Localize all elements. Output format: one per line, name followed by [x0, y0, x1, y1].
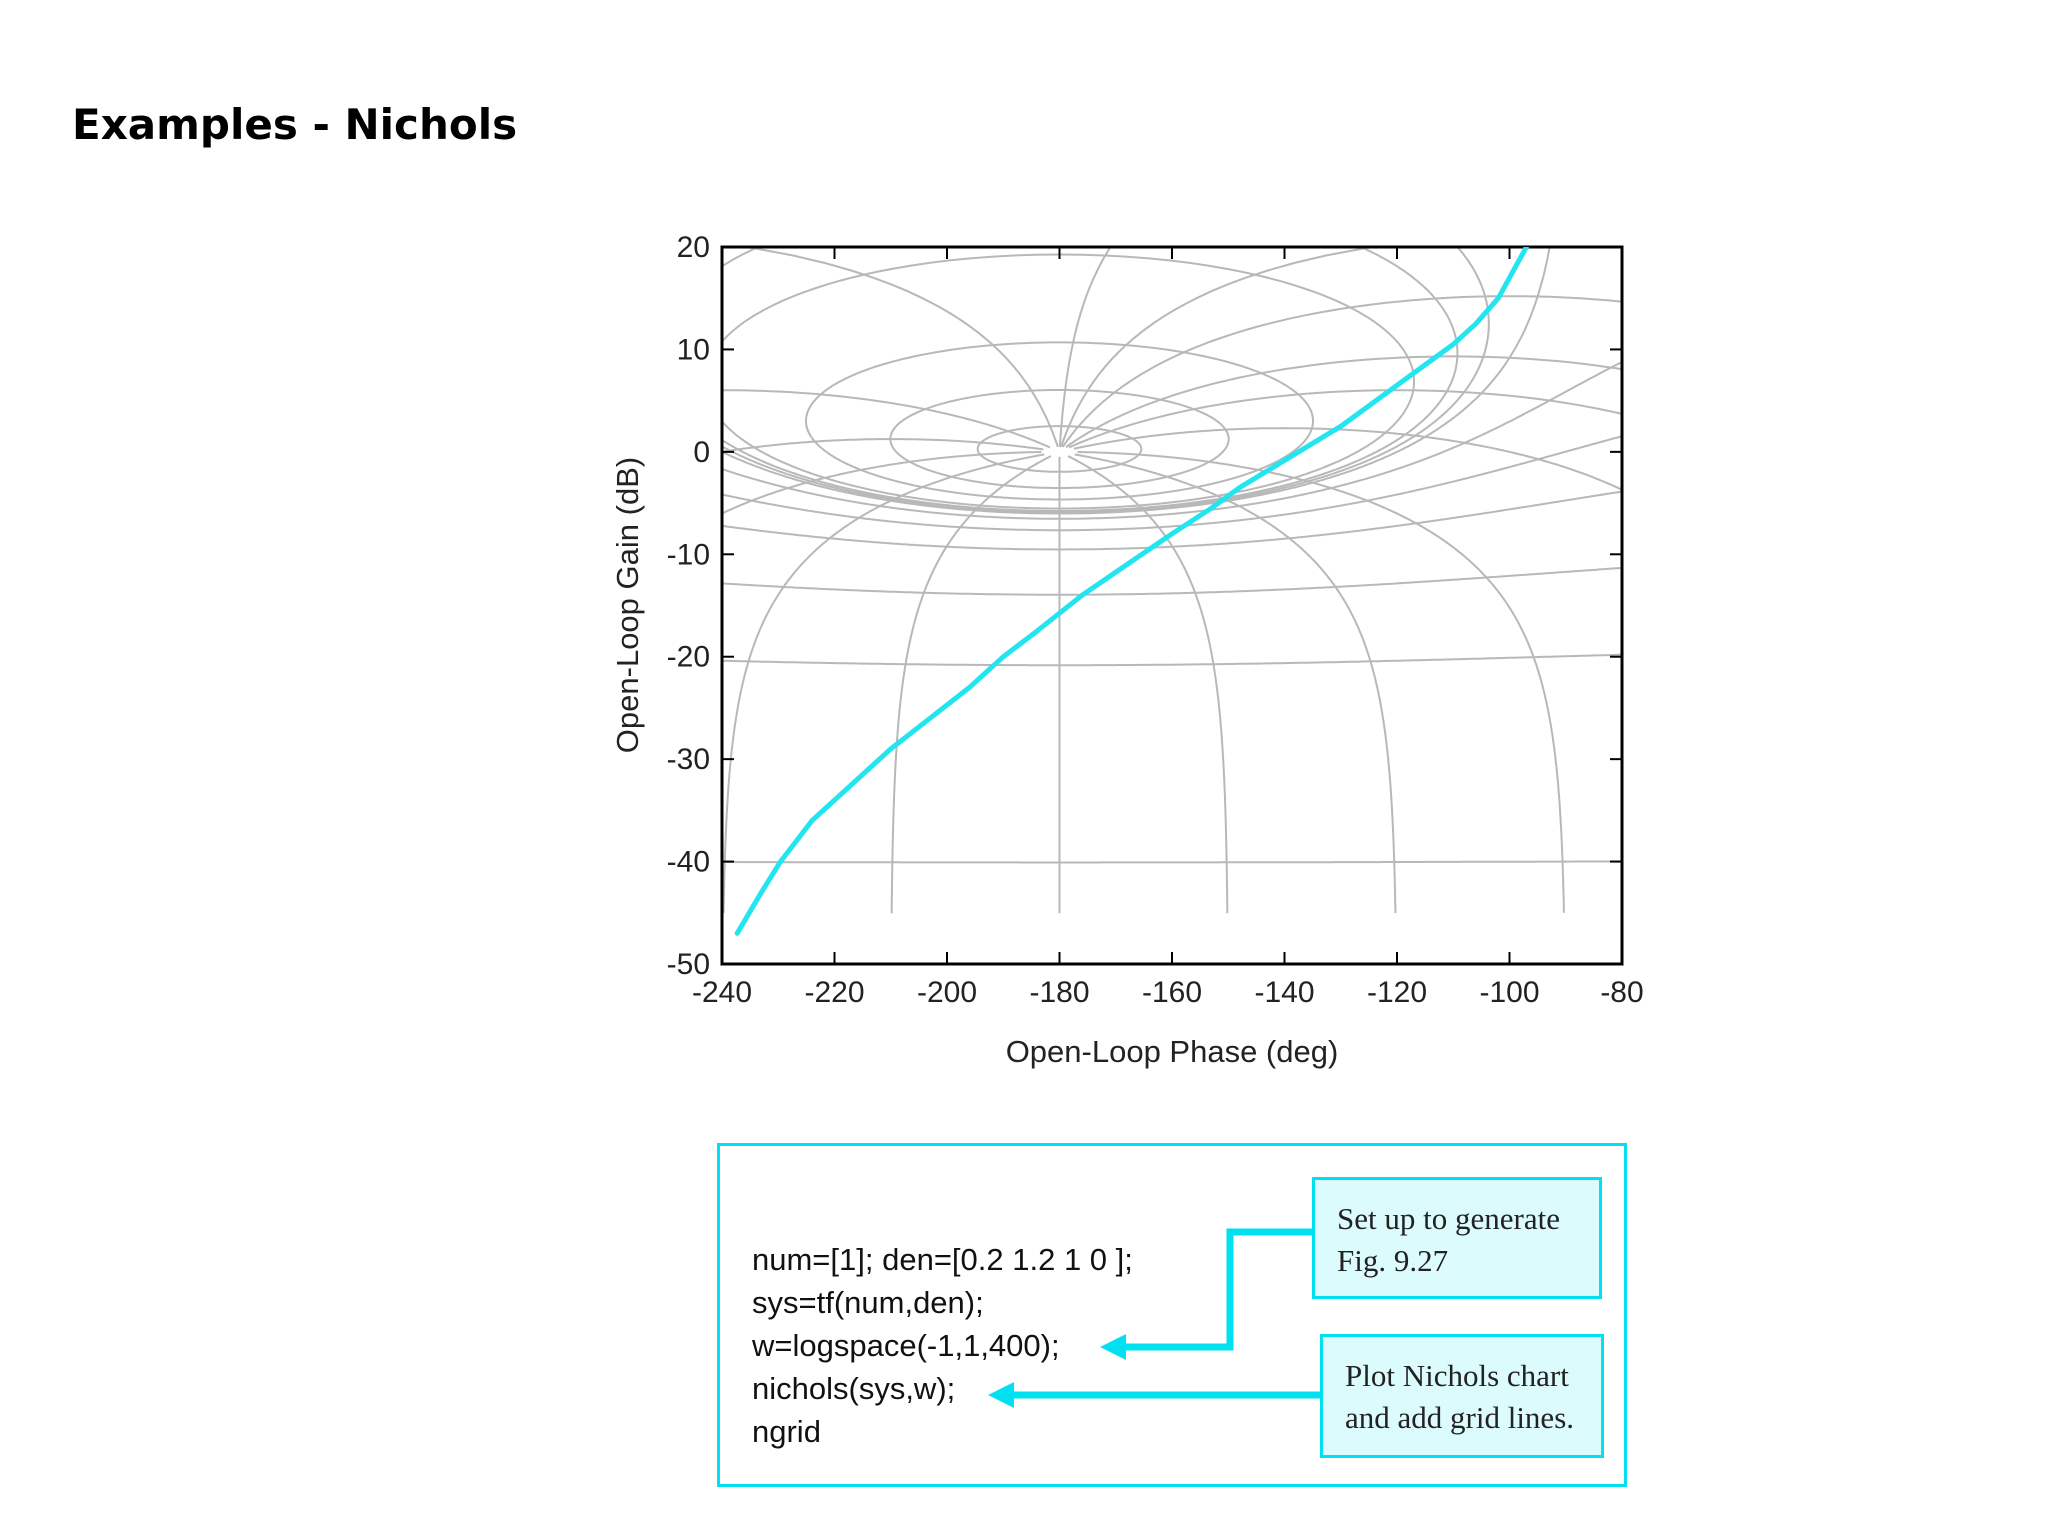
grid-m-contour [722, 566, 1622, 596]
y-tick-label: 0 [693, 436, 710, 469]
y-tick-label: 20 [677, 231, 710, 264]
axis-ticks: -240 -220 -200 -180 -160 -140 -120 -100 -80-50-4… [667, 231, 1644, 1009]
grid-m-contour [722, 360, 1622, 520]
x-tick-label: -100 [1479, 976, 1539, 1009]
x-tick-label: -180 [1029, 976, 1089, 1009]
code-line: nichols(sys,w); [752, 1371, 956, 1406]
grid-n-contour [722, 453, 1045, 913]
grid-n-contour [890, 455, 1052, 914]
grid-n-contour [722, 451, 1042, 515]
connector-arrow-plot [988, 1382, 1320, 1408]
x-tick-label: -200 [917, 976, 977, 1009]
grid-n-contour [1058, 247, 1112, 448]
x-tick-label: -80 [1600, 976, 1643, 1009]
y-tick-label: -10 [667, 538, 710, 571]
grid-n-contour [1067, 455, 1229, 914]
note-plot: Plot Nichols chart and add grid lines. [1320, 1334, 1604, 1458]
note-setup: Set up to generate Fig. 9.27 [1312, 1177, 1602, 1299]
grid-m-contour [722, 247, 1490, 514]
series-layer [734, 247, 1529, 936]
grid-n-contour [1077, 451, 1565, 913]
code-line: num=[1]; den=[0.2 1.2 1 0 ]; [752, 1242, 1133, 1277]
note-line: Set up to generate [1337, 1201, 1560, 1236]
grid-n-contour [1068, 389, 1622, 449]
grid-n-contour [1074, 453, 1397, 913]
x-tick-label: -220 [804, 976, 864, 1009]
x-tick-label: -160 [1142, 976, 1202, 1009]
y-tick-label: -50 [667, 948, 710, 981]
note-line: Fig. 9.27 [1337, 1243, 1449, 1278]
code-line: w=logspace(-1,1,400); [752, 1328, 1060, 1363]
x-tick-label: -240 [692, 976, 752, 1009]
nichols-curve [734, 247, 1529, 936]
grid-m-contour [722, 653, 1622, 667]
note-line: and add grid lines. [1345, 1400, 1575, 1435]
grid-n-contour [1060, 247, 1382, 448]
x-tick-label: -120 [1367, 976, 1427, 1009]
grid-n-contour [722, 438, 1044, 453]
y-tick-label: -20 [667, 641, 710, 674]
grid-m-contour [722, 435, 1622, 532]
x-axis-label: Open-Loop Phase (deg) [1006, 1034, 1339, 1069]
connector-arrow-setup [1100, 1228, 1312, 1360]
y-tick-label: 10 [677, 333, 710, 366]
y-axis-label: Open-Loop Gain (dB) [610, 457, 645, 753]
slide-title: Examples - Nichols [72, 100, 518, 149]
nichols-grid [722, 247, 1622, 914]
grid-n-contour [737, 247, 1059, 448]
plot-frame [720, 245, 1624, 966]
code-line: sys=tf(num,den); [752, 1285, 984, 1320]
y-tick-label: -40 [667, 846, 710, 879]
y-tick-label: -30 [667, 743, 710, 776]
note-line: Plot Nichols chart [1345, 1358, 1569, 1393]
grid-n-contour [1065, 355, 1622, 448]
grid-n-contour [1073, 427, 1622, 491]
code-line: ngrid [752, 1414, 821, 1449]
grid-n-contour [722, 389, 1051, 449]
x-tick-label: -140 [1254, 976, 1314, 1009]
code-box [717, 1143, 1627, 1487]
grid-n-contour [1061, 295, 1622, 448]
